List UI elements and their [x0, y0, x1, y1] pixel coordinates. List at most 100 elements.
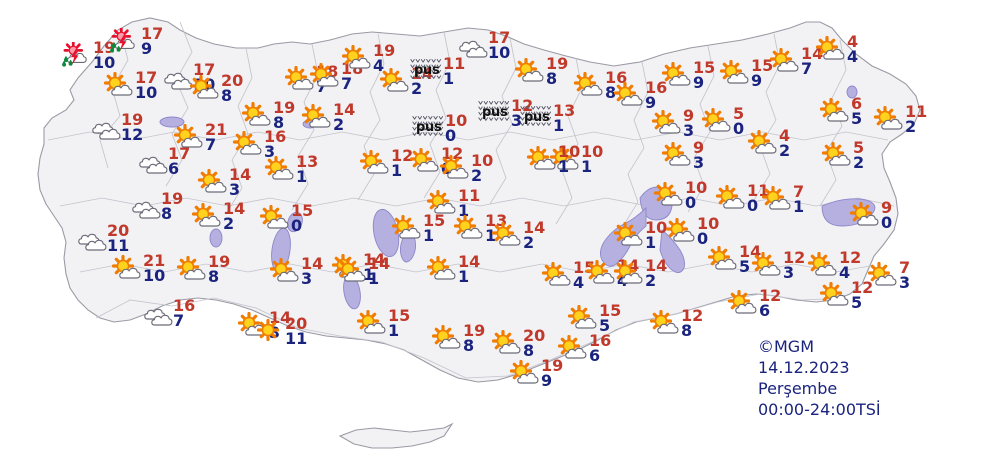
min-temperature: 0	[881, 213, 893, 232]
min-temperature: 2	[411, 79, 423, 98]
min-temperature: 8	[463, 336, 475, 355]
max-temperature: 5	[733, 104, 745, 123]
min-temperature: 8	[221, 86, 233, 105]
max-temperature: 19	[161, 189, 184, 208]
min-temperature: 9	[751, 71, 763, 90]
max-temperature: 9	[683, 106, 695, 125]
min-temperature: 0	[445, 126, 457, 145]
min-temperature: 3	[511, 111, 523, 130]
max-temperature: 14	[269, 308, 292, 327]
max-temperature: 14	[333, 100, 356, 119]
min-temperature: 3	[264, 142, 276, 161]
min-temperature: 6	[168, 159, 180, 178]
max-temperature: 19	[273, 98, 296, 117]
max-temperature: 12	[681, 306, 704, 325]
max-temperature: 14	[229, 165, 252, 184]
min-temperature: 1	[423, 226, 435, 245]
max-temperature: 17	[141, 24, 164, 43]
max-temperature: 16	[589, 331, 612, 350]
min-temperature: 0	[747, 196, 759, 215]
max-temperature: 13	[296, 152, 319, 171]
max-temperature: 15	[291, 201, 314, 220]
max-temperature: 19	[541, 356, 564, 375]
max-temperature: 12	[759, 286, 782, 305]
min-temperature: 10	[143, 266, 166, 285]
min-temperature: 9	[693, 73, 705, 92]
min-temperature: 1	[458, 201, 470, 220]
min-temperature: 1	[558, 157, 570, 176]
min-temperature: 9	[541, 371, 553, 390]
min-temperature: 1	[363, 265, 375, 284]
min-temperature: 3	[899, 273, 911, 292]
min-temperature: 3	[301, 269, 313, 288]
min-temperature: 10	[488, 43, 511, 62]
max-temperature: 19	[373, 41, 396, 60]
max-temperature: 11	[443, 54, 466, 73]
min-temperature: 7	[173, 311, 185, 330]
max-temperature: 19	[93, 38, 116, 57]
max-temperature: 10	[471, 151, 494, 170]
max-temperature: 15	[693, 58, 716, 77]
max-temperature: 20	[523, 326, 546, 345]
max-temperature: 14	[523, 218, 546, 237]
max-temperature: 21	[143, 251, 166, 270]
max-temperature: 10	[558, 142, 581, 161]
max-temperature: 4	[779, 126, 791, 145]
max-temperature: 11	[458, 186, 481, 205]
min-temperature: 1	[368, 269, 380, 288]
min-temperature: 1	[388, 321, 400, 340]
min-temperature: 4	[573, 273, 585, 292]
min-temperature: 8	[273, 113, 285, 132]
min-temperature: 1	[485, 226, 497, 245]
max-temperature: 17	[193, 60, 216, 79]
min-temperature: 2	[471, 166, 483, 185]
min-temperature: 4	[839, 263, 851, 282]
min-temperature: 10	[93, 53, 116, 72]
min-temperature: 0	[697, 229, 709, 248]
min-temperature: 2	[779, 141, 791, 160]
min-temperature: 5	[851, 293, 863, 312]
max-temperature: 19	[121, 110, 144, 129]
min-temperature: 1	[458, 267, 470, 286]
min-temperature: 7	[801, 59, 813, 78]
max-temperature: 10	[685, 178, 708, 197]
min-temperature: 3	[683, 121, 695, 140]
max-temperature: 12	[783, 248, 806, 267]
max-temperature: 9	[881, 198, 893, 217]
min-temperature: 7	[341, 74, 353, 93]
max-temperature: 12	[441, 144, 464, 163]
max-temperature: 17	[168, 144, 191, 163]
max-temperature: 15	[423, 211, 446, 230]
min-temperature: 11	[107, 236, 130, 255]
min-temperature: 1	[553, 116, 565, 135]
max-temperature: 10	[445, 111, 468, 130]
max-temperature: 12	[851, 278, 874, 297]
max-temperature: 16	[645, 78, 668, 97]
max-temperature: 6	[851, 94, 863, 113]
min-temperature: 0	[291, 216, 303, 235]
max-temperature: 4	[847, 32, 859, 51]
fog-label: pus	[414, 63, 440, 78]
min-temperature: 3	[693, 153, 705, 172]
max-temperature: 19	[208, 252, 231, 271]
max-temperature: 16	[173, 296, 196, 315]
min-temperature: 6	[589, 346, 601, 365]
max-temperature: 14	[368, 254, 391, 273]
min-temperature: 8	[161, 204, 173, 223]
max-temperature: 15	[599, 301, 622, 320]
min-temperature: 6	[759, 301, 771, 320]
max-temperature: 7	[793, 182, 805, 201]
fog-label: pus	[482, 105, 508, 120]
max-temperature: 15	[388, 306, 411, 325]
min-temperature: 3	[229, 180, 241, 199]
min-temperature: 12	[121, 125, 144, 144]
min-temperature: 9	[141, 39, 153, 58]
min-temperature: 4	[373, 56, 385, 75]
min-temperature: 11	[285, 329, 308, 348]
mgm-attribution: ©MGM 14.12.2023 Perşembe 00:00-24:00TSİ	[758, 337, 881, 419]
min-temperature: 3	[269, 323, 281, 342]
max-temperature: 14	[363, 250, 386, 269]
min-temperature: 0	[733, 119, 745, 138]
min-temperature: 4	[847, 47, 859, 66]
